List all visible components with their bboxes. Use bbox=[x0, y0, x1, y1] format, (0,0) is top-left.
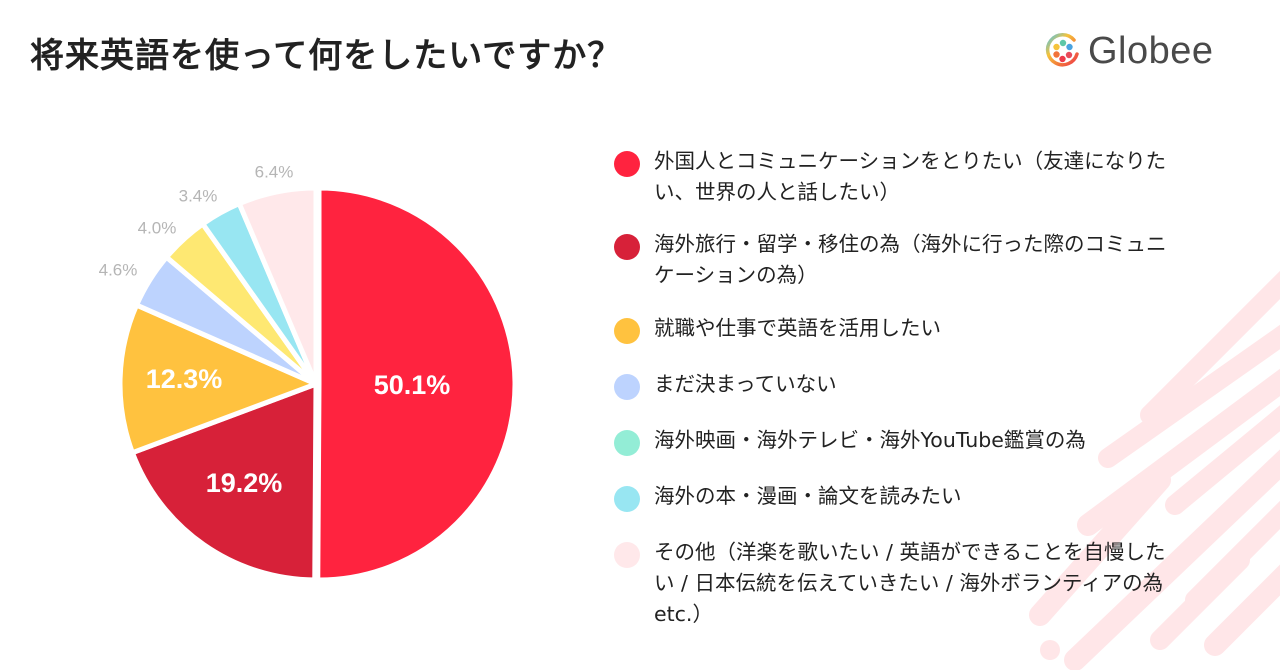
legend-item: 就職や仕事で英語を活用したい bbox=[614, 313, 1174, 344]
globee-flower-ring-icon bbox=[1045, 33, 1079, 67]
legend-item: 海外の本・漫画・論文を読みたい bbox=[614, 481, 1174, 512]
pie-slice bbox=[315, 185, 518, 583]
logo-text: Globee bbox=[1088, 30, 1214, 72]
globee-logo: Globee bbox=[1044, 32, 1214, 70]
legend-color-dot-icon bbox=[614, 486, 640, 512]
legend-label: 海外の本・漫画・論文を読みたい bbox=[654, 484, 962, 508]
page-title: 将来英語を使って何をしたいですか？ bbox=[30, 36, 623, 76]
legend-item: まだ決まっていない bbox=[614, 369, 1174, 400]
legend-item: 海外旅行・留学・移住の為（海外に行った際のコミュニケーションの為） bbox=[614, 229, 1174, 291]
slice-percent-label: 3.4% bbox=[179, 186, 218, 205]
slice-percent-label: 4.0% bbox=[138, 218, 177, 237]
pie-slice bbox=[236, 185, 319, 387]
legend-item: 外国人とコミュニケーションをとりたい（友達になりたい、世界の人と話したい） bbox=[614, 146, 1174, 208]
pie-chart: 50.1% 19.2% 12.3% 4.6% 4.0%3.4% 6.4% bbox=[99, 162, 518, 583]
legend-color-dot-icon bbox=[614, 151, 640, 177]
legend-color-dot-icon bbox=[614, 234, 640, 260]
pie-slice bbox=[117, 302, 319, 456]
pie-slice bbox=[129, 381, 319, 583]
legend-label: まだ決まっていない bbox=[654, 372, 837, 396]
slice-percent-label: 50.1% bbox=[374, 370, 451, 400]
legend-color-dot-icon bbox=[614, 374, 640, 400]
legend-label: 海外旅行・留学・移住の為（海外に行った際のコミュニケーションの為） bbox=[654, 232, 1167, 287]
slice-percent-label: 6.4% bbox=[255, 162, 294, 181]
slice-percent-label: 19.2% bbox=[206, 468, 283, 498]
legend-label: 外国人とコミュニケーションをとりたい（友達になりたい、世界の人と話したい） bbox=[654, 149, 1167, 204]
legend-label: 海外映画・海外テレビ・海外YouTube鑑賞の為 bbox=[654, 428, 1086, 452]
legend-label: その他（洋楽を歌いたい / 英語ができることを自慢したい / 日本伝統を伝えてい… bbox=[654, 540, 1166, 626]
legend-item: その他（洋楽を歌いたい / 英語ができることを自慢したい / 日本伝統を伝えてい… bbox=[614, 537, 1174, 630]
legend-color-dot-icon bbox=[614, 542, 640, 568]
slice-percent-label: 12.3% bbox=[146, 364, 223, 394]
legend-item: 海外映画・海外テレビ・海外YouTube鑑賞の為 bbox=[614, 425, 1174, 456]
slice-percent-label: 4.6% bbox=[99, 260, 138, 279]
legend-color-dot-icon bbox=[614, 318, 640, 344]
legend-color-dot-icon bbox=[614, 430, 640, 456]
legend-label: 就職や仕事で英語を活用したい bbox=[654, 316, 941, 340]
